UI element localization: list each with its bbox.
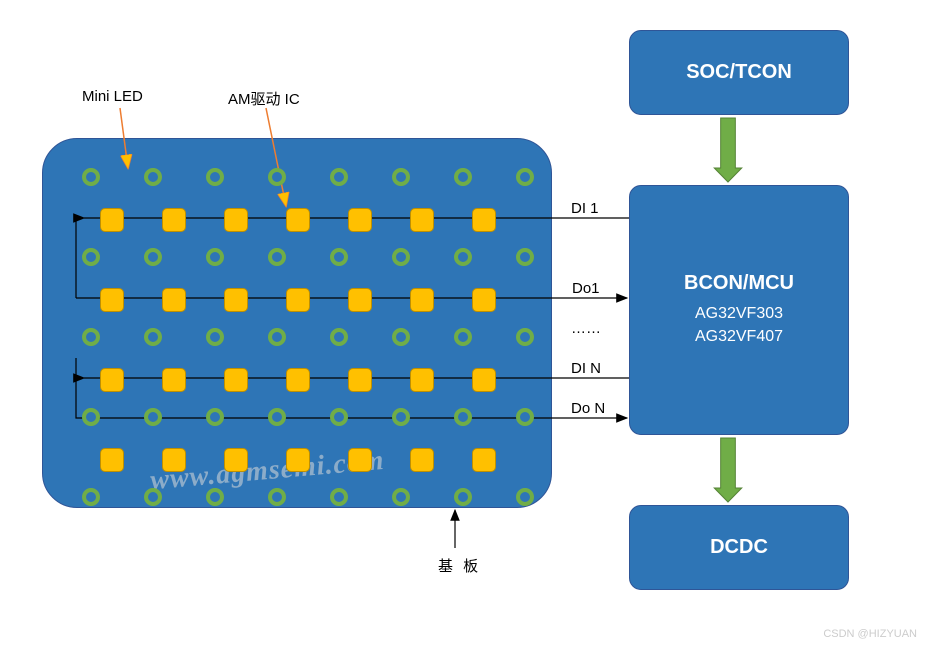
- mini-led: [144, 168, 162, 186]
- am-driver-ic: [224, 368, 248, 392]
- mini-led: [268, 168, 286, 186]
- mini-led: [516, 408, 534, 426]
- bcon-mcu-block: BCON/MCU AG32VF303 AG32VF407: [629, 185, 849, 435]
- mini-led: [454, 168, 472, 186]
- mini-led: [144, 248, 162, 266]
- mini-led: [82, 168, 100, 186]
- am-driver-ic: [224, 448, 248, 472]
- am-driver-ic: [472, 208, 496, 232]
- signal-din-label: DI N: [571, 360, 601, 377]
- mini-led: [330, 488, 348, 506]
- mini-led: [454, 248, 472, 266]
- mini-led: [268, 488, 286, 506]
- mini-led: [392, 328, 410, 346]
- mini-led: [392, 408, 410, 426]
- mini-led: [516, 328, 534, 346]
- bcon-subtitle: AG32VF303 AG32VF407: [695, 303, 783, 348]
- am-driver-ic: [472, 288, 496, 312]
- mini-led: [82, 408, 100, 426]
- mini-led: [454, 328, 472, 346]
- mini-led: [392, 248, 410, 266]
- bcon-title: BCON/MCU: [684, 272, 794, 295]
- am-driver-ic: [286, 208, 310, 232]
- dcdc-title: DCDC: [710, 536, 768, 559]
- am-driver-ic: [348, 448, 372, 472]
- mini-led-label: Mini LED: [82, 88, 143, 105]
- am-driver-ic: [410, 368, 434, 392]
- mini-led: [82, 328, 100, 346]
- mini-led: [330, 328, 348, 346]
- mini-led: [144, 488, 162, 506]
- mini-led: [206, 168, 224, 186]
- mini-led: [454, 488, 472, 506]
- signal-do1-label: Do1: [572, 280, 600, 297]
- dcdc-block: DCDC: [629, 505, 849, 590]
- am-driver-ic: [410, 208, 434, 232]
- mini-led: [268, 408, 286, 426]
- am-driver-ic: [100, 288, 124, 312]
- mini-led: [268, 328, 286, 346]
- signal-di1-label: DI 1: [571, 200, 599, 217]
- am-driver-ic: [348, 208, 372, 232]
- mini-led: [330, 248, 348, 266]
- am-driver-ic: [162, 368, 186, 392]
- mini-led: [516, 168, 534, 186]
- am-ic-label: AM驱动 IC: [228, 88, 300, 109]
- mini-led: [516, 488, 534, 506]
- am-driver-ic: [472, 368, 496, 392]
- credit-text: CSDN @HIZYUAN: [823, 628, 917, 640]
- am-driver-ic: [162, 208, 186, 232]
- am-driver-ic: [410, 448, 434, 472]
- mini-led: [454, 408, 472, 426]
- mini-led: [206, 328, 224, 346]
- mini-led: [82, 248, 100, 266]
- signal-don-label: Do N: [571, 400, 605, 417]
- mini-led: [330, 168, 348, 186]
- am-driver-ic: [100, 208, 124, 232]
- am-driver-ic: [100, 448, 124, 472]
- soc-tcon-block: SOC/TCON: [629, 30, 849, 115]
- soc-title: SOC/TCON: [686, 61, 792, 84]
- am-driver-ic: [286, 448, 310, 472]
- am-driver-ic: [286, 288, 310, 312]
- am-driver-ic: [224, 208, 248, 232]
- mini-led: [206, 488, 224, 506]
- mini-led: [392, 488, 410, 506]
- am-driver-ic: [224, 288, 248, 312]
- mini-led: [206, 248, 224, 266]
- mini-led: [144, 408, 162, 426]
- substrate-label: 基 板: [438, 555, 481, 576]
- mini-led: [392, 168, 410, 186]
- am-driver-ic: [100, 368, 124, 392]
- am-driver-ic: [348, 288, 372, 312]
- mini-led: [206, 408, 224, 426]
- am-driver-ic: [472, 448, 496, 472]
- mini-led: [268, 248, 286, 266]
- signal-dots-label: ……: [571, 320, 601, 337]
- mini-led: [82, 488, 100, 506]
- mini-led: [144, 328, 162, 346]
- mini-led: [330, 408, 348, 426]
- am-driver-ic: [410, 288, 434, 312]
- mini-led: [516, 248, 534, 266]
- am-driver-ic: [286, 368, 310, 392]
- am-driver-ic: [348, 368, 372, 392]
- am-driver-ic: [162, 448, 186, 472]
- am-driver-ic: [162, 288, 186, 312]
